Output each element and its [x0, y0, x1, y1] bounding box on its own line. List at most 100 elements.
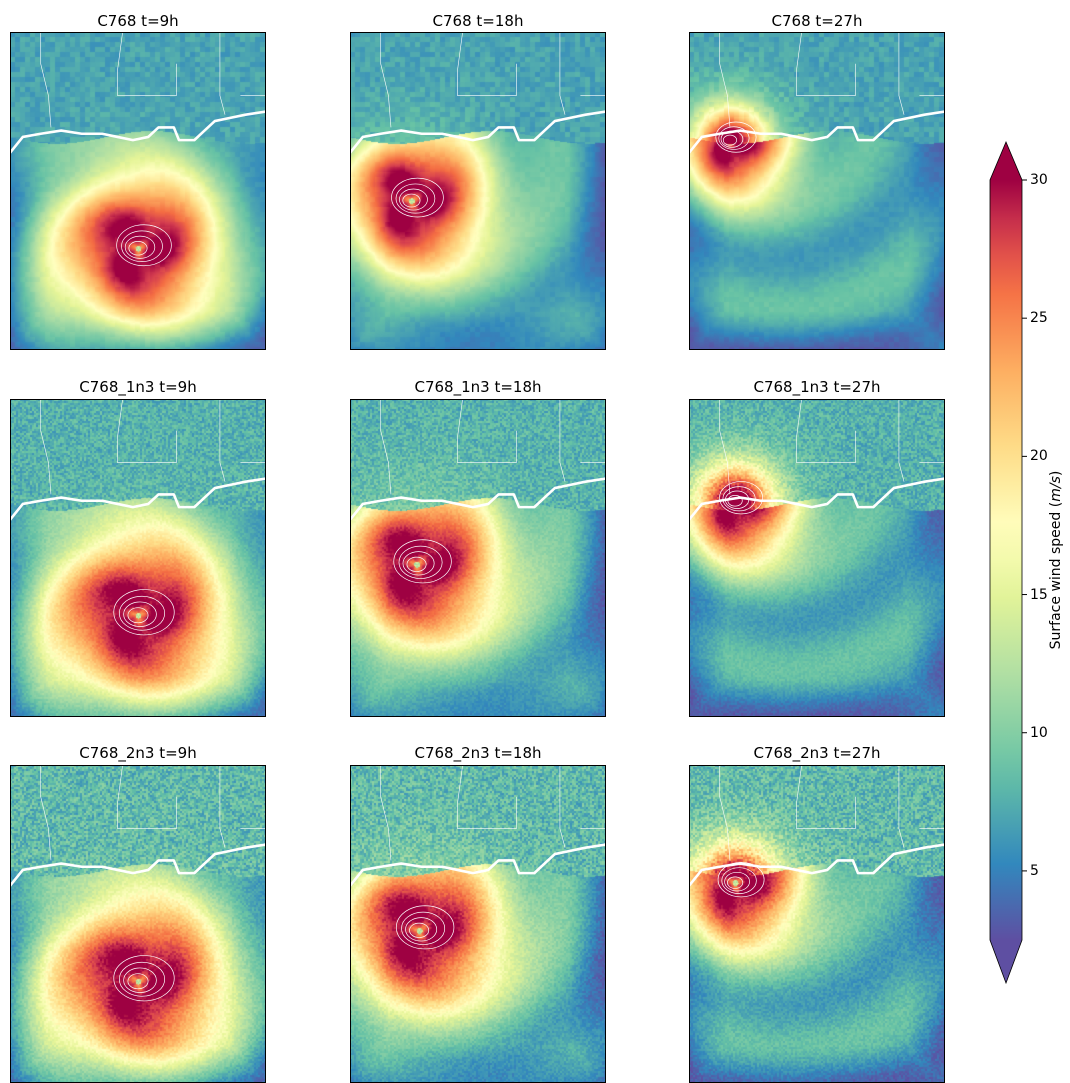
- pressure-contour: [722, 486, 756, 512]
- wind-field-image: [350, 399, 606, 717]
- map-overlay: [689, 32, 945, 350]
- colorbar-label-unit: m/s: [1048, 476, 1064, 502]
- coastline: [689, 110, 945, 154]
- state-border: [380, 32, 392, 128]
- panel-frame: [689, 399, 945, 717]
- colorbar-label: Surface wind speed (m/s): [1048, 471, 1064, 650]
- state-border: [898, 32, 905, 115]
- panel-frame: [10, 765, 266, 1083]
- pressure-contour: [724, 871, 750, 892]
- pressure-contour: [123, 601, 157, 627]
- map-overlay: [10, 765, 266, 1083]
- state-border: [898, 765, 905, 848]
- panel-title: C768 t=9h: [97, 12, 179, 30]
- pressure-contour: [127, 607, 149, 624]
- wind-field-image: [689, 32, 945, 350]
- panel-title: C768_2n3 t=18h: [414, 744, 542, 762]
- pressure-contour: [113, 589, 175, 636]
- panel-frame: [350, 32, 606, 350]
- colorbar-tick-label: 25: [1030, 310, 1048, 327]
- state-border: [719, 765, 731, 861]
- coastline: [10, 843, 266, 887]
- wind-field-image: [689, 765, 945, 1083]
- panel-frame: [10, 32, 266, 350]
- pressure-contour: [116, 224, 172, 267]
- coastline: [350, 110, 606, 154]
- colorbar-tick-label: 20: [1030, 448, 1048, 465]
- state-border: [559, 765, 566, 848]
- map-overlay: [350, 32, 606, 350]
- wind-field-image: [350, 765, 606, 1083]
- pressure-contour: [717, 862, 765, 898]
- panel-title: C768_2n3 t=9h: [79, 744, 197, 762]
- colorbar-tick-label: 30: [1030, 172, 1048, 188]
- map-overlay: [689, 765, 945, 1083]
- state-border: [559, 32, 566, 115]
- state-border: [719, 32, 731, 128]
- pressure-contour: [722, 134, 738, 146]
- state-border: [117, 765, 177, 829]
- pressure-contour: [402, 551, 435, 576]
- pressure-contour: [398, 545, 443, 579]
- pressure-contour: [718, 126, 750, 150]
- pressure-contour: [393, 539, 452, 584]
- panel-title: C768 t=18h: [432, 12, 524, 30]
- wind-map-panel: [10, 399, 266, 717]
- pressure-contour: [721, 867, 757, 894]
- state-border: [40, 399, 52, 495]
- wind-map-panel: [10, 765, 266, 1083]
- state-border: [457, 765, 517, 829]
- pressure-contour: [127, 973, 149, 990]
- state-border: [219, 765, 226, 848]
- state-border: [219, 32, 226, 115]
- pressure-contour: [402, 193, 421, 208]
- colorbar-tick-label: 10: [1030, 724, 1048, 741]
- colorbar-extend-min: [990, 940, 1022, 983]
- coastline: [10, 477, 266, 521]
- coastline: [350, 843, 606, 887]
- pressure-contour: [128, 241, 148, 256]
- pressure-contour: [395, 905, 455, 950]
- panel-frame: [689, 765, 945, 1083]
- panel-title: C768_1n3 t=18h: [414, 378, 542, 396]
- pressure-contour: [391, 177, 444, 218]
- coastline: [10, 110, 266, 154]
- panel-title: C768_2n3 t=27h: [753, 744, 881, 762]
- state-border: [117, 32, 177, 96]
- coastline: [689, 843, 945, 887]
- coastline: [350, 477, 606, 521]
- wind-map-panel: [350, 399, 606, 717]
- pressure-contour: [121, 230, 163, 262]
- panel-frame: [689, 32, 945, 350]
- pressure-contour: [719, 481, 764, 515]
- panel-frame: [350, 399, 606, 717]
- state-border: [796, 765, 856, 829]
- state-border: [457, 32, 517, 96]
- pressure-contour: [715, 121, 757, 153]
- wind-map-panel: [689, 399, 945, 717]
- wind-field-image: [10, 399, 266, 717]
- wind-map-panel: [350, 765, 606, 1083]
- pressure-contour: [123, 967, 157, 993]
- state-border: [796, 32, 856, 96]
- pressure-contour: [727, 876, 744, 889]
- pressure-contour: [725, 490, 750, 509]
- state-border: [117, 399, 177, 463]
- colorbar-label-close: ): [1048, 470, 1064, 477]
- map-overlay: [350, 765, 606, 1083]
- map-overlay: [689, 399, 945, 717]
- wind-field-image: [689, 399, 945, 717]
- pressure-contour: [118, 961, 166, 997]
- panel-title: C768_1n3 t=27h: [753, 378, 881, 396]
- wind-map-panel: [689, 32, 945, 350]
- coastline: [689, 477, 945, 521]
- pressure-contour: [401, 911, 446, 945]
- state-border: [40, 765, 52, 861]
- pressure-contour: [406, 556, 427, 572]
- pressure-contour: [399, 188, 428, 211]
- pressure-contour: [409, 922, 430, 938]
- wind-map-panel: [10, 32, 266, 350]
- pressure-contour: [405, 917, 438, 942]
- pressure-contour: [720, 130, 744, 148]
- panel-frame: [10, 399, 266, 717]
